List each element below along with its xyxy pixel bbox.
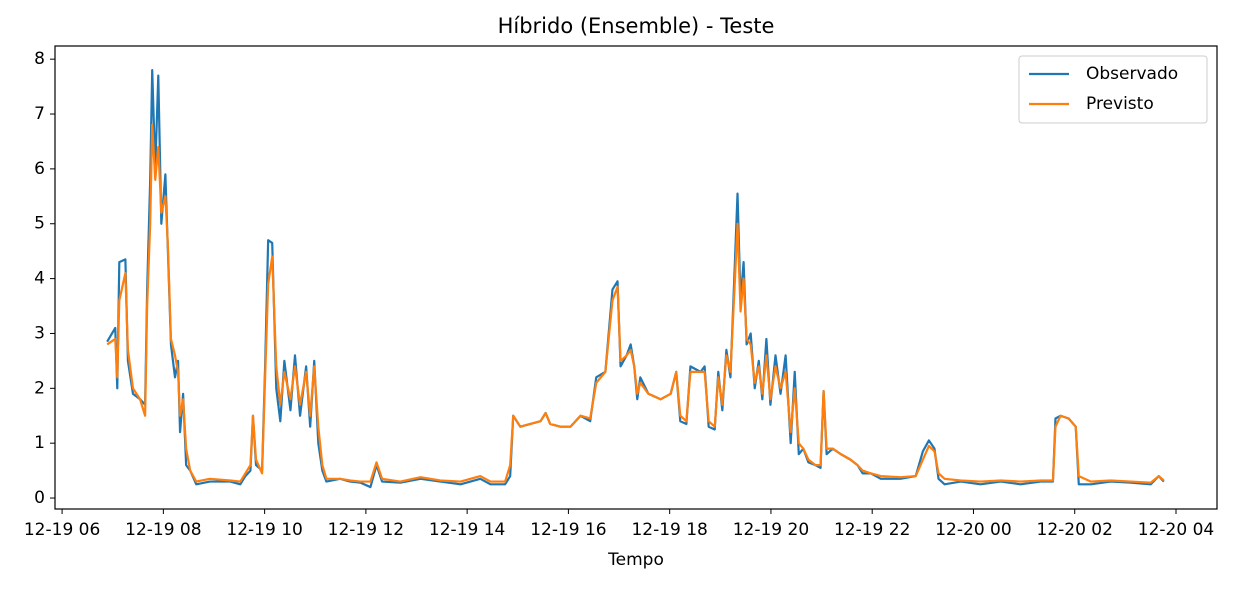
y-tick-label: 7	[34, 104, 45, 124]
x-tick-label: 12-19 08	[125, 520, 201, 540]
y-tick-label: 6	[34, 159, 45, 179]
x-tick-label: 12-20 00	[935, 520, 1011, 540]
legend-box	[1018, 55, 1208, 124]
y-tick-label: 2	[34, 378, 45, 398]
x-tick-label: 12-19 06	[24, 520, 100, 540]
x-tick-label: 12-20 02	[1037, 520, 1113, 540]
x-tick-label: 12-19 12	[328, 520, 404, 540]
series-line	[106, 123, 1165, 484]
x-tick-label: 12-19 18	[631, 520, 707, 540]
y-tick-label: 8	[34, 49, 45, 69]
x-tick-label: 12-19 22	[834, 520, 910, 540]
y-tick-label: 5	[34, 214, 45, 234]
legend-label: Previsto	[1086, 94, 1154, 114]
y-tick-label: 4	[34, 269, 45, 289]
chart-title: Híbrido (Ensemble) - Teste	[498, 14, 775, 38]
plot-frame	[54, 45, 1218, 510]
y-tick-label: 1	[34, 433, 45, 453]
x-tick-label: 12-20 04	[1138, 520, 1214, 540]
y-tick-label: 0	[34, 488, 45, 508]
y-tick-label: 3	[34, 323, 45, 343]
x-tick-label: 12-19 16	[530, 520, 606, 540]
x-tick-label: 12-19 14	[429, 520, 505, 540]
x-axis-label: Tempo	[607, 550, 664, 570]
x-tick-label: 12-19 10	[226, 520, 302, 540]
x-tick-label: 12-19 20	[733, 520, 809, 540]
legend-label: Observado	[1086, 64, 1178, 84]
